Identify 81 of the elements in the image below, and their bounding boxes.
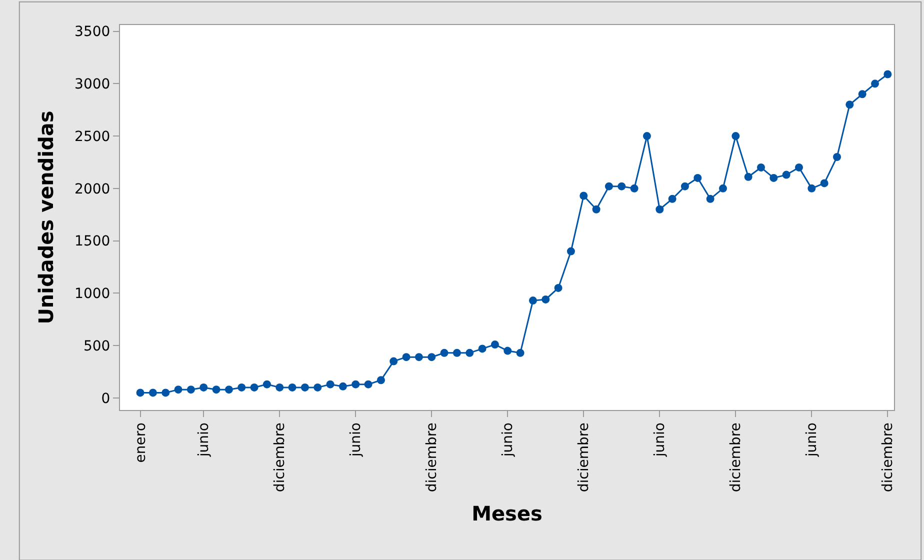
y-axis-title: Unidades vendidas xyxy=(34,110,58,324)
y-tick-label: 3500 xyxy=(74,24,110,40)
point xyxy=(592,205,600,214)
x-tick-label: junio xyxy=(652,422,668,458)
point xyxy=(604,182,613,190)
point xyxy=(148,388,157,397)
point xyxy=(770,174,778,182)
point xyxy=(364,380,372,388)
point xyxy=(718,184,727,192)
x-tick-label: junio xyxy=(348,422,364,458)
point xyxy=(732,132,740,140)
point xyxy=(466,348,474,357)
point xyxy=(326,380,334,388)
point xyxy=(542,295,550,304)
point xyxy=(756,163,765,172)
x-tick-label: diciembre xyxy=(272,422,288,492)
point xyxy=(238,383,246,392)
point xyxy=(846,100,854,109)
point xyxy=(376,376,385,384)
point xyxy=(186,386,195,394)
x-axis-title: Meses xyxy=(472,502,542,526)
point xyxy=(276,383,284,392)
y-tick-label: 500 xyxy=(83,338,110,354)
point xyxy=(782,170,790,179)
point xyxy=(314,383,322,392)
y-tick-label: 0 xyxy=(101,390,110,407)
point xyxy=(262,380,271,388)
point xyxy=(200,383,208,392)
x-tick-label: diciembre xyxy=(576,422,592,492)
point xyxy=(414,353,423,362)
point xyxy=(428,353,436,362)
x-tick-label: enero xyxy=(132,422,149,463)
point xyxy=(300,383,309,392)
point xyxy=(871,80,879,88)
x-tick-label: diciembre xyxy=(424,422,440,492)
point xyxy=(224,386,233,394)
point xyxy=(744,172,752,181)
x-tick-label: junio xyxy=(196,422,212,458)
point xyxy=(554,284,562,292)
x-tick-label: junio xyxy=(804,422,820,458)
point xyxy=(618,182,626,190)
point xyxy=(858,90,866,98)
point xyxy=(490,340,499,349)
point xyxy=(794,163,803,172)
point xyxy=(642,132,651,140)
point xyxy=(680,182,689,190)
point xyxy=(820,179,828,188)
point xyxy=(884,70,892,78)
point xyxy=(212,386,220,394)
point xyxy=(656,205,664,214)
x-tick-label: diciembre xyxy=(880,422,896,492)
point xyxy=(516,348,524,357)
point xyxy=(504,346,512,355)
point xyxy=(288,383,296,392)
point xyxy=(174,386,182,394)
point xyxy=(136,388,144,397)
point xyxy=(528,296,537,305)
point xyxy=(808,184,816,192)
point xyxy=(390,357,398,366)
x-tick-label: diciembre xyxy=(728,422,744,492)
point xyxy=(338,382,347,390)
y-tick-label: 1000 xyxy=(74,286,110,302)
point xyxy=(478,344,486,353)
point xyxy=(162,388,170,397)
point xyxy=(566,247,575,256)
point xyxy=(694,174,702,182)
point xyxy=(706,194,714,203)
point xyxy=(580,192,588,200)
point xyxy=(452,348,461,357)
point xyxy=(250,383,258,392)
point xyxy=(402,353,410,362)
point xyxy=(440,348,448,357)
y-tick-label: 3000 xyxy=(74,76,110,93)
y-tick-label: 1500 xyxy=(74,234,110,250)
point xyxy=(630,184,638,192)
x-tick-label: junio xyxy=(500,422,516,458)
y-tick-label: 2500 xyxy=(74,128,110,145)
y-tick-label: 2000 xyxy=(74,181,110,198)
point xyxy=(833,153,841,161)
point xyxy=(352,380,360,388)
point xyxy=(668,194,676,203)
